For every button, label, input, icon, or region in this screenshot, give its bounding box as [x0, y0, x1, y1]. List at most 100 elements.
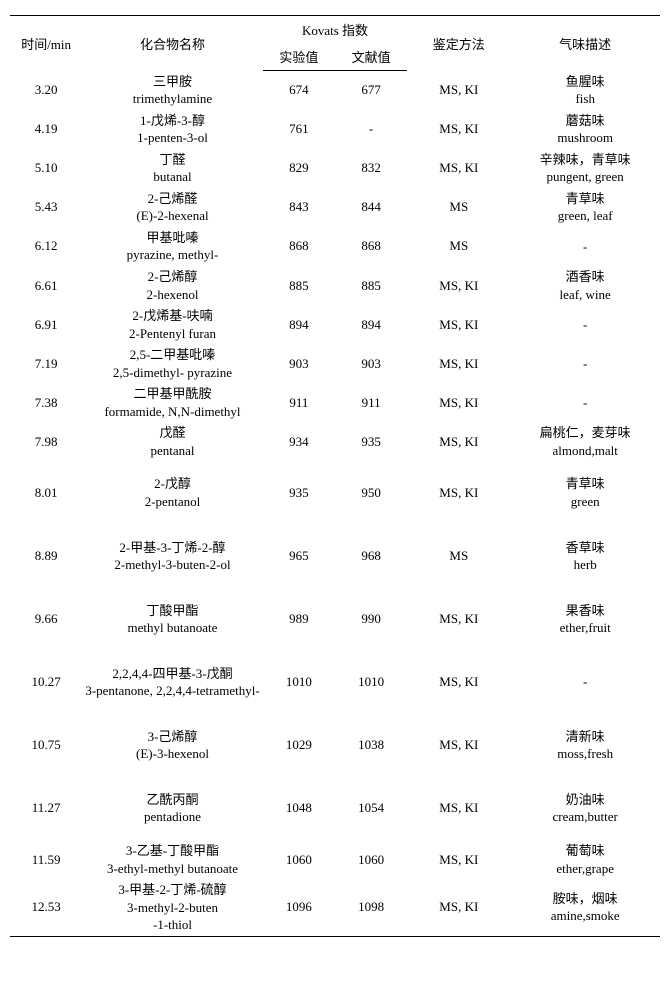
cell-method: MS: [407, 537, 510, 576]
cell-compound: 2-戊烯基-呋喃2-Pentenyl furan: [82, 305, 263, 344]
cell-time: 4.19: [10, 110, 82, 149]
cell-compound: 甲基吡嗪pyrazine, methyl-: [82, 227, 263, 266]
cell-kovats-lit: 968: [335, 537, 407, 576]
table-row: 10.272,2,4,4-四甲基-3-戊酮3-pentanone, 2,2,4,…: [10, 663, 660, 702]
cell-method: MS, KI: [407, 726, 510, 765]
cell-odor: 葡萄味ether,grape: [510, 840, 660, 879]
cell-compound: 2-甲基-3-丁烯-2-醇2-methyl-3-buten-2-ol: [82, 537, 263, 576]
cell-time: 5.43: [10, 188, 82, 227]
cell-method: MS, KI: [407, 840, 510, 879]
cell-time: 6.12: [10, 227, 82, 266]
col-compound: 化合物名称: [82, 16, 263, 71]
cell-time: 7.19: [10, 344, 82, 383]
cell-kovats-lit: 868: [335, 227, 407, 266]
cell-kovats-exp: 885: [263, 266, 335, 305]
cell-kovats-lit: 677: [335, 71, 407, 110]
cell-odor: 清新味moss,fresh: [510, 726, 660, 765]
cell-time: 7.98: [10, 422, 82, 461]
cell-odor: -: [510, 227, 660, 266]
cell-odor: 蘑菇味mushroom: [510, 110, 660, 149]
cell-kovats-lit: 1010: [335, 663, 407, 702]
cell-time: 10.27: [10, 663, 82, 702]
cell-compound: 乙酰丙酮pentadione: [82, 789, 263, 828]
table-row: 3.20三甲胺trimethylamine674677MS, KI鱼腥味fish: [10, 71, 660, 110]
cell-odor: 酒香味leaf, wine: [510, 266, 660, 305]
cell-method: MS, KI: [407, 71, 510, 110]
cell-odor: 青草味green: [510, 473, 660, 512]
table-row: 4.191-戊烯-3-醇1-penten-3-ol761-MS, KI蘑菇味mu…: [10, 110, 660, 149]
cell-odor: -: [510, 383, 660, 422]
cell-kovats-lit: 1054: [335, 789, 407, 828]
table-row: 7.98戊醛pentanal934935MS, KI扁桃仁，麦芽味almond,…: [10, 422, 660, 461]
table-row: 11.27乙酰丙酮pentadione10481054MS, KI奶油味crea…: [10, 789, 660, 828]
cell-time: 10.75: [10, 726, 82, 765]
cell-compound: 2,2,4,4-四甲基-3-戊酮3-pentanone, 2,2,4,4-tet…: [82, 663, 263, 702]
cell-compound: 2-己烯醇2-hexenol: [82, 266, 263, 305]
col-method: 鉴定方法: [407, 16, 510, 71]
cell-compound: 戊醛pentanal: [82, 422, 263, 461]
cell-kovats-exp: 1029: [263, 726, 335, 765]
cell-method: MS, KI: [407, 879, 510, 936]
cell-method: MS, KI: [407, 789, 510, 828]
col-kovats-exp: 实验值: [263, 43, 335, 71]
cell-method: MS, KI: [407, 422, 510, 461]
cell-kovats-lit: 950: [335, 473, 407, 512]
cell-odor: 扁桃仁，麦芽味almond,malt: [510, 422, 660, 461]
cell-compound: 1-戊烯-3-醇1-penten-3-ol: [82, 110, 263, 149]
cell-method: MS, KI: [407, 344, 510, 383]
cell-kovats-exp: 989: [263, 600, 335, 639]
table-row: 7.38二甲基甲酰胺formamide, N,N-dimethyl911911M…: [10, 383, 660, 422]
table-row: 10.753-己烯醇(E)-3-hexenol10291038MS, KI清新味…: [10, 726, 660, 765]
cell-compound: 丁酸甲酯methyl butanoate: [82, 600, 263, 639]
cell-kovats-lit: 844: [335, 188, 407, 227]
table-row: 6.912-戊烯基-呋喃2-Pentenyl furan894894MS, KI…: [10, 305, 660, 344]
cell-compound: 3-甲基-2-丁烯-硫醇3-methyl-2-buten-1-thiol: [82, 879, 263, 936]
cell-kovats-exp: 761: [263, 110, 335, 149]
cell-odor: 胺味，烟味amine,smoke: [510, 879, 660, 936]
cell-method: MS, KI: [407, 600, 510, 639]
cell-kovats-lit: 885: [335, 266, 407, 305]
cell-odor: 果香味ether,fruit: [510, 600, 660, 639]
table-row: 7.192,5-二甲基吡嗪2,5-dimethyl- pyrazine90390…: [10, 344, 660, 383]
table-row: 12.533-甲基-2-丁烯-硫醇3-methyl-2-buten-1-thio…: [10, 879, 660, 936]
cell-odor: 奶油味cream,butter: [510, 789, 660, 828]
col-odor: 气味描述: [510, 16, 660, 71]
cell-kovats-lit: 903: [335, 344, 407, 383]
cell-method: MS, KI: [407, 663, 510, 702]
table-row: 9.66丁酸甲酯methyl butanoate989990MS, KI果香味e…: [10, 600, 660, 639]
cell-kovats-exp: 903: [263, 344, 335, 383]
table-row: 6.12甲基吡嗪pyrazine, methyl-868868MS-: [10, 227, 660, 266]
cell-odor: 鱼腥味fish: [510, 71, 660, 110]
cell-kovats-exp: 965: [263, 537, 335, 576]
cell-compound: 3-乙基-丁酸甲酯3-ethyl-methyl butanoate: [82, 840, 263, 879]
col-time: 时间/min: [10, 16, 82, 71]
table-row: 8.012-戊醇2-pentanol935950MS, KI青草味green: [10, 473, 660, 512]
cell-time: 9.66: [10, 600, 82, 639]
cell-kovats-exp: 868: [263, 227, 335, 266]
cell-compound: 2,5-二甲基吡嗪2,5-dimethyl- pyrazine: [82, 344, 263, 383]
cell-method: MS, KI: [407, 473, 510, 512]
cell-kovats-exp: 911: [263, 383, 335, 422]
cell-time: 5.10: [10, 149, 82, 188]
cell-compound: 2-己烯醛(E)-2-hexenal: [82, 188, 263, 227]
cell-kovats-lit: 911: [335, 383, 407, 422]
cell-odor: 辛辣味，青草味pungent, green: [510, 149, 660, 188]
col-kovats: Kovats 指数: [263, 16, 407, 44]
cell-kovats-lit: 935: [335, 422, 407, 461]
cell-method: MS: [407, 227, 510, 266]
cell-time: 3.20: [10, 71, 82, 110]
cell-kovats-exp: 934: [263, 422, 335, 461]
cell-kovats-exp: 843: [263, 188, 335, 227]
cell-time: 8.01: [10, 473, 82, 512]
cell-kovats-exp: 674: [263, 71, 335, 110]
table-row: 8.892-甲基-3-丁烯-2-醇2-methyl-3-buten-2-ol96…: [10, 537, 660, 576]
cell-odor: -: [510, 305, 660, 344]
cell-compound: 二甲基甲酰胺formamide, N,N-dimethyl: [82, 383, 263, 422]
cell-time: 11.59: [10, 840, 82, 879]
table-row: 5.432-己烯醛(E)-2-hexenal843844MS青草味green, …: [10, 188, 660, 227]
cell-method: MS, KI: [407, 305, 510, 344]
cell-time: 12.53: [10, 879, 82, 936]
compound-table: 时间/min 化合物名称 Kovats 指数 鉴定方法 气味描述 实验值 文献值…: [10, 15, 660, 937]
cell-time: 8.89: [10, 537, 82, 576]
cell-method: MS, KI: [407, 383, 510, 422]
